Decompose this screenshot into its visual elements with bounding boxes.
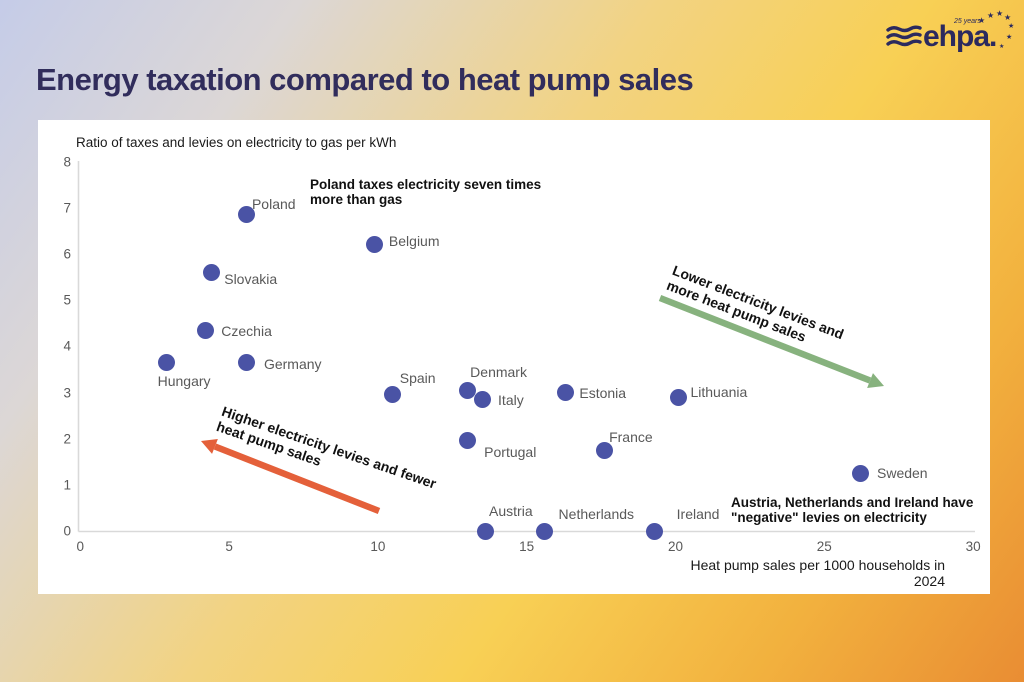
data-point-poland bbox=[238, 206, 256, 224]
star-icon: ★ bbox=[987, 11, 995, 20]
lower-arrow bbox=[658, 294, 872, 384]
data-point-czechia bbox=[196, 321, 214, 339]
data-point-ireland bbox=[646, 522, 664, 540]
point-label-lithuania: Lithuania bbox=[690, 384, 748, 401]
y-tick-label: 7 bbox=[63, 200, 71, 216]
point-label-austria: Austria bbox=[489, 503, 533, 519]
point-label-netherlands: Netherlands bbox=[558, 506, 635, 522]
x-tick-label: 10 bbox=[370, 539, 386, 554]
point-label-estonia: Estonia bbox=[579, 384, 627, 401]
data-point-estonia bbox=[556, 384, 574, 402]
logo-tagline: 25 years bbox=[954, 18, 981, 25]
data-point-sweden bbox=[851, 464, 869, 482]
point-label-poland: Poland bbox=[251, 195, 296, 212]
data-point-austria bbox=[476, 522, 494, 540]
y-tick-label: 4 bbox=[63, 338, 71, 354]
point-label-denmark: Denmark bbox=[470, 364, 527, 381]
page-title: Energy taxation compared to heat pump sa… bbox=[36, 62, 694, 97]
point-label-sweden: Sweden bbox=[877, 465, 928, 482]
x-tick-label: 15 bbox=[519, 539, 535, 554]
point-label-hungary: Hungary bbox=[157, 372, 211, 389]
data-point-italy bbox=[473, 390, 491, 408]
star-icon: ★ bbox=[999, 44, 1005, 50]
star-icon: ★ bbox=[978, 16, 986, 25]
y-tick-label: 1 bbox=[63, 477, 71, 493]
star-icon: ★ bbox=[1004, 13, 1012, 22]
star-icon: ★ bbox=[1006, 34, 1013, 41]
point-label-italy: Italy bbox=[498, 392, 524, 409]
x-axis-title: Heat pump sales per 1000 households in 2… bbox=[690, 557, 945, 589]
point-label-slovakia: Slovakia bbox=[224, 270, 278, 287]
point-label-germany: Germany bbox=[263, 355, 322, 372]
chart-canvas bbox=[77, 161, 975, 533]
annotation-negative-levies: Austria, Netherlands and Ireland have "n… bbox=[731, 495, 974, 525]
y-tick-label: 0 bbox=[63, 523, 71, 539]
point-label-france: France bbox=[609, 429, 653, 446]
data-point-portugal bbox=[458, 432, 476, 450]
data-point-spain bbox=[384, 386, 402, 404]
point-label-spain: Spain bbox=[399, 369, 436, 386]
y-tick-label: 2 bbox=[63, 431, 71, 447]
y-axis-title: Ratio of taxes and levies on electricity… bbox=[76, 135, 397, 150]
higher-arrow bbox=[213, 443, 381, 515]
y-tick-label: 3 bbox=[63, 385, 71, 401]
data-point-slovakia bbox=[202, 264, 220, 281]
x-tick-label: 25 bbox=[816, 539, 832, 554]
x-tick-label: 0 bbox=[76, 539, 85, 554]
star-icon: ★ bbox=[996, 9, 1004, 18]
data-point-lithuania bbox=[669, 388, 687, 406]
scatter-chart-panel: Ratio of taxes and levies on electricity… bbox=[38, 120, 990, 594]
point-label-czechia: Czechia bbox=[221, 323, 272, 340]
data-point-france bbox=[595, 441, 613, 459]
lower-arrowhead bbox=[867, 373, 884, 388]
x-tick-label: 30 bbox=[965, 539, 981, 554]
point-label-portugal: Portugal bbox=[484, 443, 537, 460]
data-point-denmark bbox=[458, 381, 476, 399]
point-label-ireland: Ireland bbox=[676, 506, 720, 522]
star-icon: ★ bbox=[1008, 23, 1015, 30]
annotation-poland: Poland taxes electricity seven times mor… bbox=[310, 177, 542, 207]
data-point-belgium bbox=[366, 236, 384, 254]
ehpa-logo: ehpa. 25 years ★ ★ ★ ★ ★ ★ ★ bbox=[870, 9, 1014, 62]
data-point-netherlands bbox=[536, 522, 554, 540]
x-tick-label: 20 bbox=[667, 539, 684, 554]
higher-arrowhead bbox=[201, 439, 218, 454]
y-tick-label: 8 bbox=[63, 154, 71, 170]
y-tick-label: 5 bbox=[63, 292, 71, 308]
data-point-germany bbox=[238, 354, 256, 372]
logo-wordmark: ehpa. bbox=[923, 20, 997, 53]
y-tick-label: 6 bbox=[63, 246, 71, 262]
x-tick-label: 5 bbox=[225, 539, 233, 554]
waves-icon bbox=[886, 25, 922, 47]
data-point-hungary bbox=[158, 354, 176, 372]
point-label-belgium: Belgium bbox=[388, 232, 440, 249]
